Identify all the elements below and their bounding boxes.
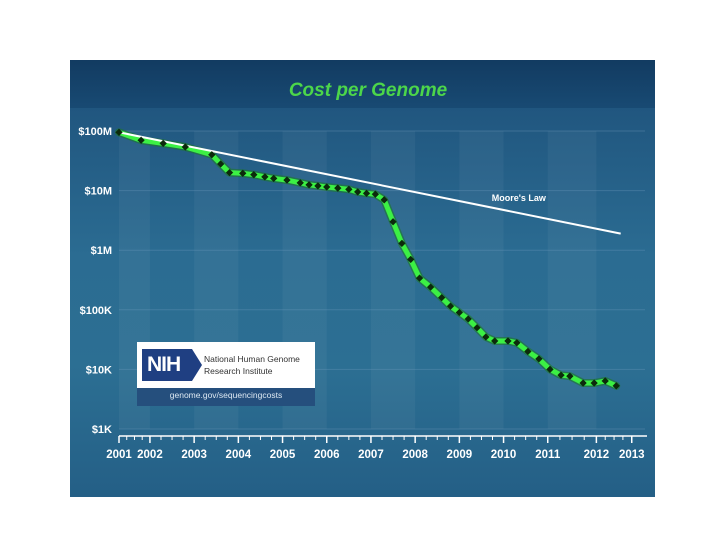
nih-name-line1: National Human Genome — [204, 354, 300, 364]
series-markers — [115, 128, 621, 390]
data-point — [398, 239, 406, 248]
data-point — [406, 255, 415, 264]
annotations: Moore's Law — [492, 193, 547, 203]
data-point — [415, 274, 424, 282]
data-point — [239, 169, 247, 178]
data-point — [612, 382, 621, 390]
data-point — [437, 293, 446, 302]
y-tick-label: $1K — [92, 424, 112, 436]
slide-background: Cost per Genome $100M $10M $1M $100K $10K $1K… — [70, 60, 655, 497]
data-point — [250, 170, 258, 179]
nih-url: genome.gov/sequencingcosts — [169, 390, 283, 400]
data-point — [535, 355, 543, 363]
data-point — [490, 337, 499, 345]
data-point — [225, 168, 234, 177]
gridlines — [119, 130, 645, 430]
y-tick-label: $1M — [91, 245, 112, 257]
x-tick-label: 2005 — [270, 449, 296, 461]
x-axis: 2001 2002 2003 2004 2005 2006 2007 2008 2009 2010… — [106, 435, 647, 461]
data-point — [353, 188, 362, 196]
x-tick-label: 2003 — [181, 449, 207, 461]
data-point — [513, 338, 521, 347]
data-point — [216, 160, 225, 168]
x-tick-label: 2010 — [491, 449, 517, 461]
data-point — [334, 184, 342, 192]
x-tick-label: 2007 — [358, 449, 384, 461]
data-point — [566, 372, 574, 380]
y-tick-label: $10K — [86, 364, 112, 376]
data-point — [601, 377, 609, 385]
data-point — [314, 182, 322, 190]
data-point — [426, 283, 435, 291]
data-point — [464, 315, 472, 323]
data-point — [261, 173, 269, 181]
data-point — [380, 196, 388, 204]
data-point — [371, 190, 380, 198]
data-point — [208, 150, 216, 159]
data-point — [482, 333, 490, 341]
x-tick-label: 2013 — [619, 449, 645, 461]
y-tick-label: $10M — [84, 186, 112, 198]
x-tick-label: 2004 — [226, 449, 252, 461]
data-point — [283, 176, 291, 184]
y-axis: $100M $10M $1M $100K $10K $1K — [78, 126, 112, 436]
data-point — [546, 365, 554, 374]
nih-institute-name: National Human Genome Research Institute — [204, 353, 314, 377]
data-point — [455, 308, 464, 317]
x-tick-label: 2012 — [584, 449, 610, 461]
x-tick-label: 2011 — [535, 449, 561, 461]
data-point — [590, 379, 598, 387]
moores-law-label: Moore's Law — [492, 193, 547, 203]
nih-branding: NIH National Human Genome Research Insti… — [137, 342, 315, 406]
x-tick-label: 2002 — [137, 449, 163, 461]
year-band — [459, 131, 504, 429]
data-point — [504, 337, 512, 345]
data-point — [159, 139, 167, 148]
cost-per-genome-chart: Cost per Genome $100M $10M $1M $100K $10K $1K… — [78, 80, 647, 461]
chart-title: Cost per Genome — [289, 80, 448, 101]
data-point — [446, 302, 455, 310]
x-tick-label: 2008 — [402, 449, 428, 461]
data-point — [389, 218, 397, 226]
data-point — [296, 179, 304, 187]
data-point — [305, 181, 313, 189]
data-point — [473, 323, 481, 332]
title-band — [70, 60, 655, 108]
data-point — [557, 371, 565, 379]
data-point — [322, 183, 331, 191]
y-tick-label: $100K — [80, 305, 112, 317]
y-tick-label: $100M — [78, 126, 112, 138]
data-point — [269, 174, 278, 183]
nih-logo-panel: NIH National Human Genome Research Insti… — [137, 342, 315, 388]
year-band — [370, 131, 416, 429]
data-point — [137, 136, 145, 144]
data-point — [115, 128, 123, 137]
data-point — [524, 347, 532, 356]
data-point — [362, 189, 371, 198]
series-line-moores-law — [118, 131, 621, 235]
data-point — [579, 379, 587, 387]
x-tick-label: 2006 — [314, 449, 340, 461]
nih-name-line2: Research Institute — [204, 366, 273, 376]
data-point — [181, 143, 190, 151]
nih-logo: NIH — [142, 349, 202, 381]
x-tick-label: 2009 — [447, 449, 473, 461]
x-tick-label: 2001 — [106, 449, 132, 461]
data-point — [345, 185, 353, 194]
